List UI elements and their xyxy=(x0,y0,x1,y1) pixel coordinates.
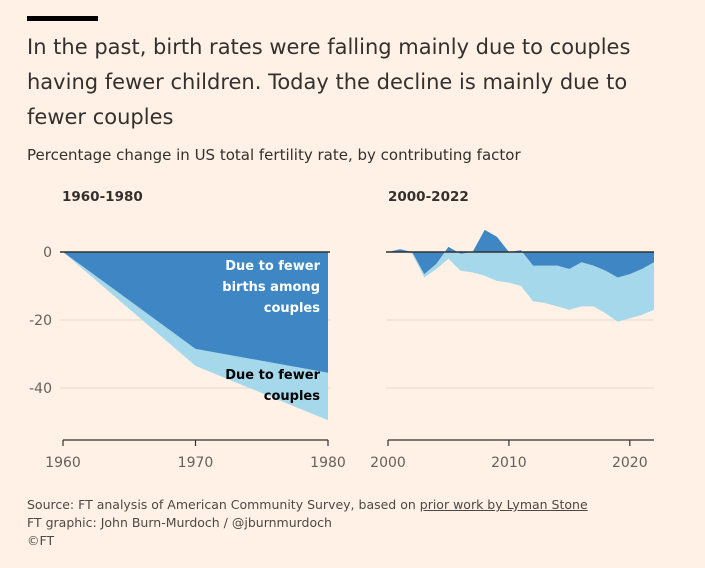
footer: Source: FT analysis of American Communit… xyxy=(27,496,588,550)
chart-subtitle: Percentage change in US total fertility … xyxy=(27,146,521,164)
y-tick-label: 0 xyxy=(43,245,52,261)
source-line: Source: FT analysis of American Communit… xyxy=(27,496,588,514)
x-tick-label: 1960 xyxy=(45,455,81,471)
source-link[interactable]: prior work by Lyman Stone xyxy=(419,497,588,512)
x-tick-label: 2020 xyxy=(612,455,648,471)
area-fewer-couples xyxy=(63,252,328,421)
area-fewer-couples xyxy=(388,229,654,322)
ft-top-bar xyxy=(27,16,98,21)
area-fewer-births-among-couples xyxy=(388,229,654,278)
y-tick-label: -20 xyxy=(29,313,52,329)
x-tick-label: 2000 xyxy=(370,455,406,471)
x-tick-label: 1970 xyxy=(178,455,214,471)
x-tick-label: 1980 xyxy=(310,455,346,471)
x-tick-label: 2010 xyxy=(491,455,527,471)
panel-title-1960-1980: 1960-1980 xyxy=(62,189,143,205)
copyright-line: ©FT xyxy=(27,533,55,548)
chart-title: In the past, birth rates were falling ma… xyxy=(27,35,631,129)
annotation-fewer-couples: Due to fewer couples xyxy=(225,368,320,404)
y-tick-label: -40 xyxy=(29,381,52,397)
source-text: Source: FT analysis of American Communit… xyxy=(27,497,420,512)
area-fewer-births-among-couples xyxy=(63,252,328,373)
annotation-fewer-births-among-couples: Due to fewer births among couples xyxy=(222,259,320,316)
panel-title-2000-2022: 2000-2022 xyxy=(388,189,469,205)
credit-line: FT graphic: John Burn-Murdoch / @jburnmu… xyxy=(27,515,332,530)
